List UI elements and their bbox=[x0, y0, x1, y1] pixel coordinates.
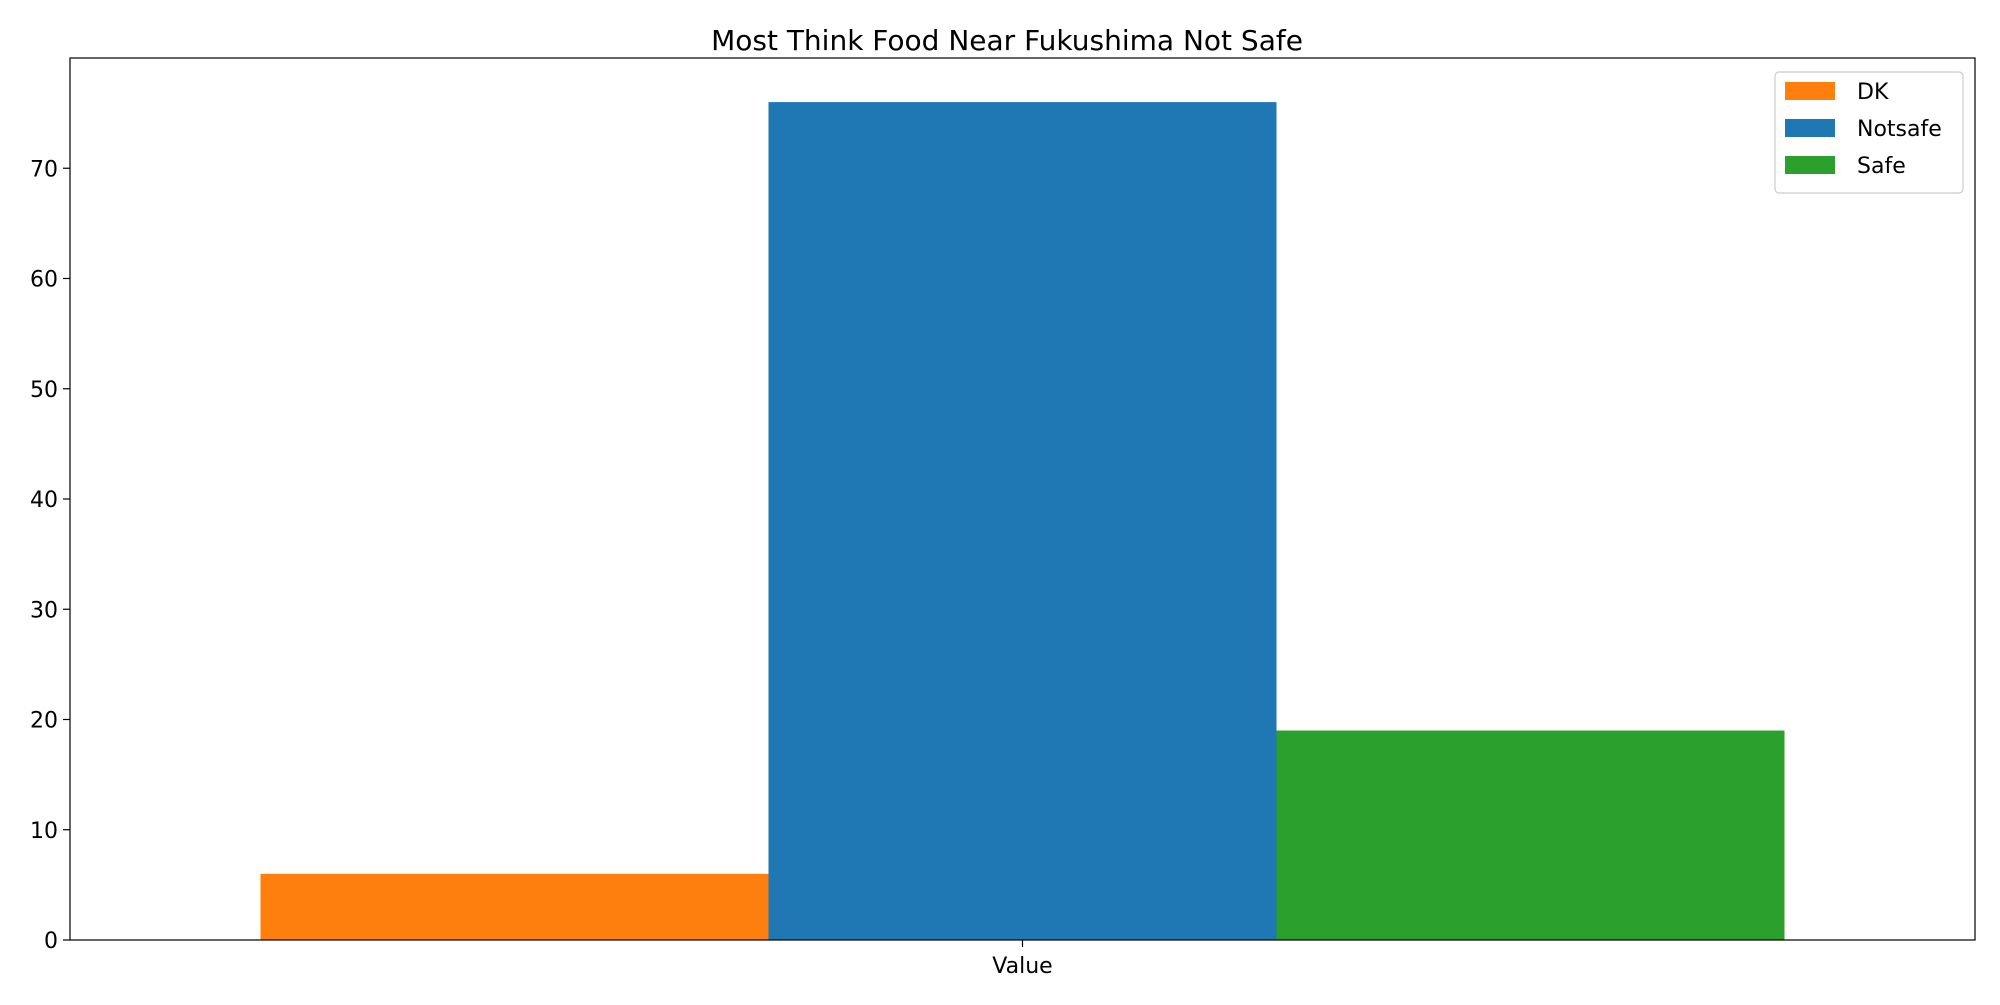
y-tick-label: 50 bbox=[30, 378, 58, 403]
legend-swatch-safe bbox=[1785, 156, 1835, 174]
y-tick-label: 70 bbox=[30, 157, 58, 182]
y-tick-label: 30 bbox=[30, 598, 58, 623]
y-tick-label: 20 bbox=[30, 709, 58, 734]
legend-swatch-dk bbox=[1785, 82, 1835, 100]
bar-notsafe bbox=[768, 102, 1277, 941]
y-tick-label: 0 bbox=[44, 929, 58, 954]
y-tick-label: 10 bbox=[30, 819, 58, 844]
y-tick-label: 40 bbox=[30, 488, 58, 513]
legend-swatch-notsafe bbox=[1785, 119, 1835, 137]
legend-label-notsafe: Notsafe bbox=[1857, 117, 1942, 142]
chart-title: Most Think Food Near Fukushima Not Safe bbox=[711, 24, 1303, 57]
legend-label-dk: DK bbox=[1857, 80, 1889, 105]
bar-safe bbox=[1276, 730, 1785, 940]
legend-label-safe: Safe bbox=[1857, 154, 1906, 179]
bars-layer bbox=[260, 102, 1785, 941]
bar-dk bbox=[260, 873, 769, 940]
x-tick-label: Value bbox=[992, 954, 1052, 979]
axes-layer: 0 10 20 30 40 50 60 70 Value bbox=[30, 57, 1976, 979]
y-tick-label: 60 bbox=[30, 268, 58, 293]
legend: DK Notsafe Safe bbox=[1774, 71, 1964, 194]
